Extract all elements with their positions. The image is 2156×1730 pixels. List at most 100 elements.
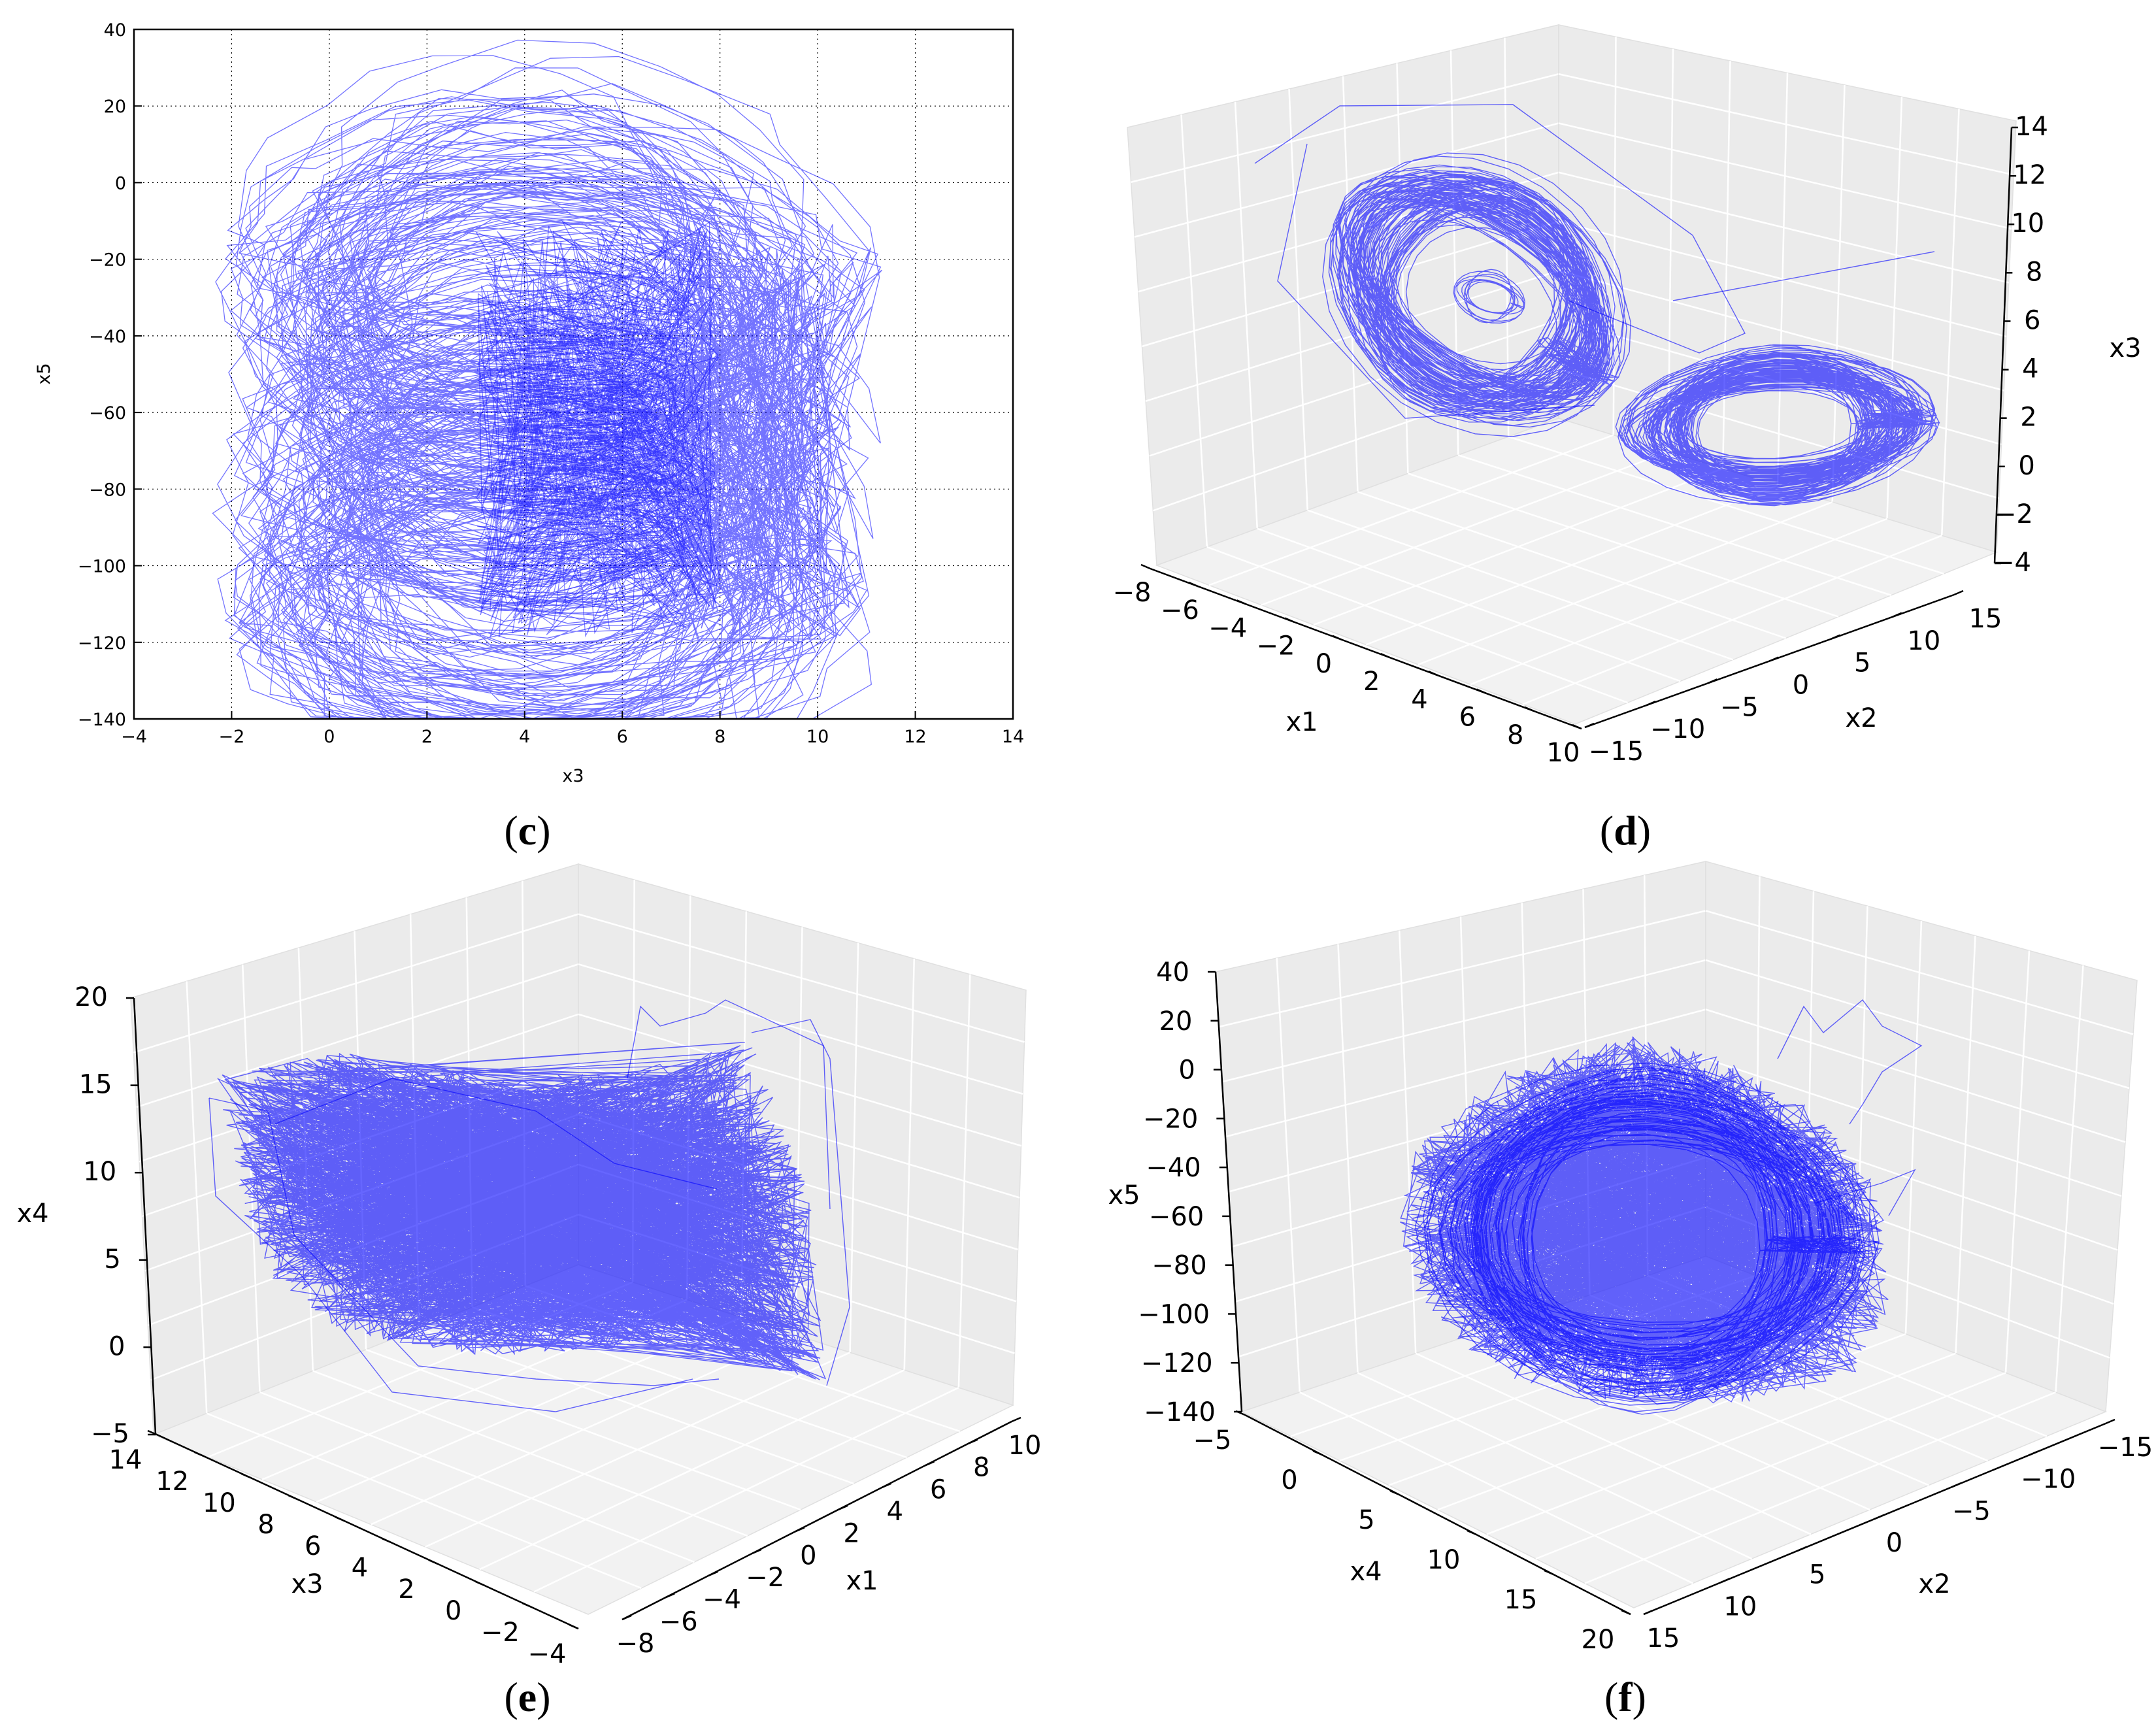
f-tick-label: −120 (1141, 1348, 1213, 1378)
d-tick-label: −8 (1113, 578, 1152, 608)
e-tick-mark (428, 1559, 439, 1565)
d-tick-label: 4 (2022, 354, 2038, 384)
f-tick-label: 15 (1504, 1585, 1538, 1615)
panel-c-ytick-label: −80 (89, 480, 126, 500)
d-tick-label: −10 (1650, 714, 1705, 744)
d-tick-label: 14 (2015, 112, 2048, 142)
e-tick-mark (925, 1461, 935, 1467)
e-tick-label: 0 (108, 1331, 125, 1361)
f-tick-label: −15 (2098, 1433, 2153, 1463)
e-tick-label: 15 (79, 1070, 112, 1100)
panel-c-xlabel: x3 (562, 766, 584, 786)
d-tick-mark (1236, 599, 1247, 605)
f-pane-gridline (1486, 1352, 1956, 1535)
f-tick-label: −60 (1149, 1202, 1204, 1232)
d-tick-mark (1831, 634, 1841, 640)
panel-c-ytick-label: −140 (78, 710, 126, 730)
e-tick-mark (240, 1472, 251, 1479)
d-tick-mark (1188, 582, 1199, 588)
d-tick-label: 2 (1363, 667, 1380, 697)
e-series-line (216, 1042, 827, 1380)
f-series-line (1414, 1062, 1880, 1415)
e-axis-line (156, 1433, 579, 1630)
f-tick-label: −10 (2021, 1465, 2076, 1495)
d-tick-label: −4 (1993, 548, 2031, 578)
e-tick-label: 10 (203, 1488, 236, 1518)
e-tick-mark (288, 1494, 298, 1501)
panel-d: −8 −6 −4 −2 0 2 4 6 8 10 −15−10 −5 0 5 10 15 14 12 10 8 6 4 2 0… (1113, 24, 2142, 854)
panel-c-ylabel: x5 (34, 363, 54, 384)
e-tick-label: 0 (445, 1596, 461, 1626)
d-tick-mark (1953, 590, 1964, 596)
d-pane-gridline (1558, 220, 2007, 338)
f-tick-label: −80 (1152, 1251, 1206, 1281)
f-tick-label: 15 (1647, 1623, 1680, 1654)
panel-c-ytick-label: −100 (78, 557, 126, 577)
e-tick-label: 20 (75, 982, 108, 1012)
f-tick-label: 20 (1582, 1625, 1615, 1655)
panel-c-xtick-label: 8 (714, 727, 725, 747)
d-pane-gridline (1457, 454, 1892, 596)
f-tick-label: 10 (1723, 1591, 1757, 1622)
panel-f-xlabel: x4 (1350, 1557, 1382, 1587)
e-tick-mark (622, 1614, 632, 1621)
e-tick-mark (708, 1571, 718, 1576)
d-pane-gridline (1508, 435, 1944, 575)
d-pane-gridline (1558, 368, 2000, 499)
e-tick-mark (795, 1527, 805, 1533)
f-pane-gridline (2004, 950, 2031, 1373)
panel-d-ylabel: x2 (1845, 703, 1877, 733)
d-series-line (1453, 269, 1525, 324)
e-tick-mark (752, 1548, 762, 1555)
panel-f-caption: (f) (1604, 1674, 1646, 1720)
panel-c-xtick-label: 6 (617, 727, 628, 747)
panel-e-caption: (e) (504, 1674, 550, 1720)
e-axis-line (622, 1420, 1012, 1621)
d-axis-line (1150, 567, 1582, 730)
e-tick-label: −4 (703, 1585, 741, 1615)
d-tick-label: 0 (1316, 649, 1332, 679)
d-tick-label: 2 (2020, 403, 2036, 433)
e-tick-label: −8 (616, 1629, 655, 1659)
panel-c-ytick-label: 0 (115, 173, 126, 193)
d-tick-mark (1646, 701, 1656, 707)
f-tick-mark (1389, 1489, 1400, 1496)
f-tick-label: 20 (1159, 1006, 1193, 1037)
e-series-line (274, 1078, 720, 1190)
d-tick-label: 4 (1411, 684, 1427, 714)
f-tick-label: −40 (1146, 1153, 1201, 1183)
d-tick-label: 6 (1459, 703, 1476, 733)
e-tick-mark (881, 1482, 891, 1489)
d-tick-label: 10 (1907, 626, 1940, 656)
e-tick-label: 6 (930, 1474, 946, 1505)
f-tick-label: 5 (1809, 1560, 1825, 1590)
f-axis-line (1244, 1414, 1631, 1616)
panel-f: −5 0 5 10 15 20 15 10 5 0 −5 −10 −15 40 20 0 −20 −40 −60 −8… (1108, 861, 2153, 1720)
panel-c-xtick-label: 2 (422, 727, 433, 747)
panel-c-ticks: −4 −2 0 2 4 6 8 10 12 1440200−20−40−60−80−100−120… (78, 20, 1024, 747)
panel-c-series-line (212, 39, 883, 720)
d-tick-label: 8 (1507, 720, 1523, 750)
e-tick-label: −2 (481, 1618, 520, 1648)
d-tick-mark (1140, 563, 1151, 570)
f-tick-label: −20 (1143, 1104, 1198, 1134)
panel-c-xtick-label: 12 (904, 727, 926, 747)
d-pane-gridline (1941, 108, 1960, 536)
d-tick-label: 0 (2018, 451, 2034, 481)
f-tick-label: 0 (1886, 1528, 1902, 1558)
d-tick-mark (1707, 678, 1717, 684)
panel-c-xtick-label: −2 (219, 727, 245, 747)
panel-c-frame (133, 28, 1014, 720)
d-tick-label: −6 (1161, 595, 1199, 625)
panel-c-trajectory (212, 39, 883, 720)
d-pane-gridline (1504, 37, 1510, 437)
panel-c-ytick-label: −60 (89, 403, 126, 424)
d-tick-label: −5 (1720, 692, 1759, 722)
e-tick-label: 6 (305, 1531, 321, 1561)
f-tick-mark (1544, 1569, 1554, 1576)
d-tick-label: 15 (1969, 604, 2002, 634)
d-tick-mark (1584, 722, 1595, 729)
f-tick-label: −140 (1144, 1397, 1216, 1427)
e-pane-gridline (903, 958, 915, 1371)
